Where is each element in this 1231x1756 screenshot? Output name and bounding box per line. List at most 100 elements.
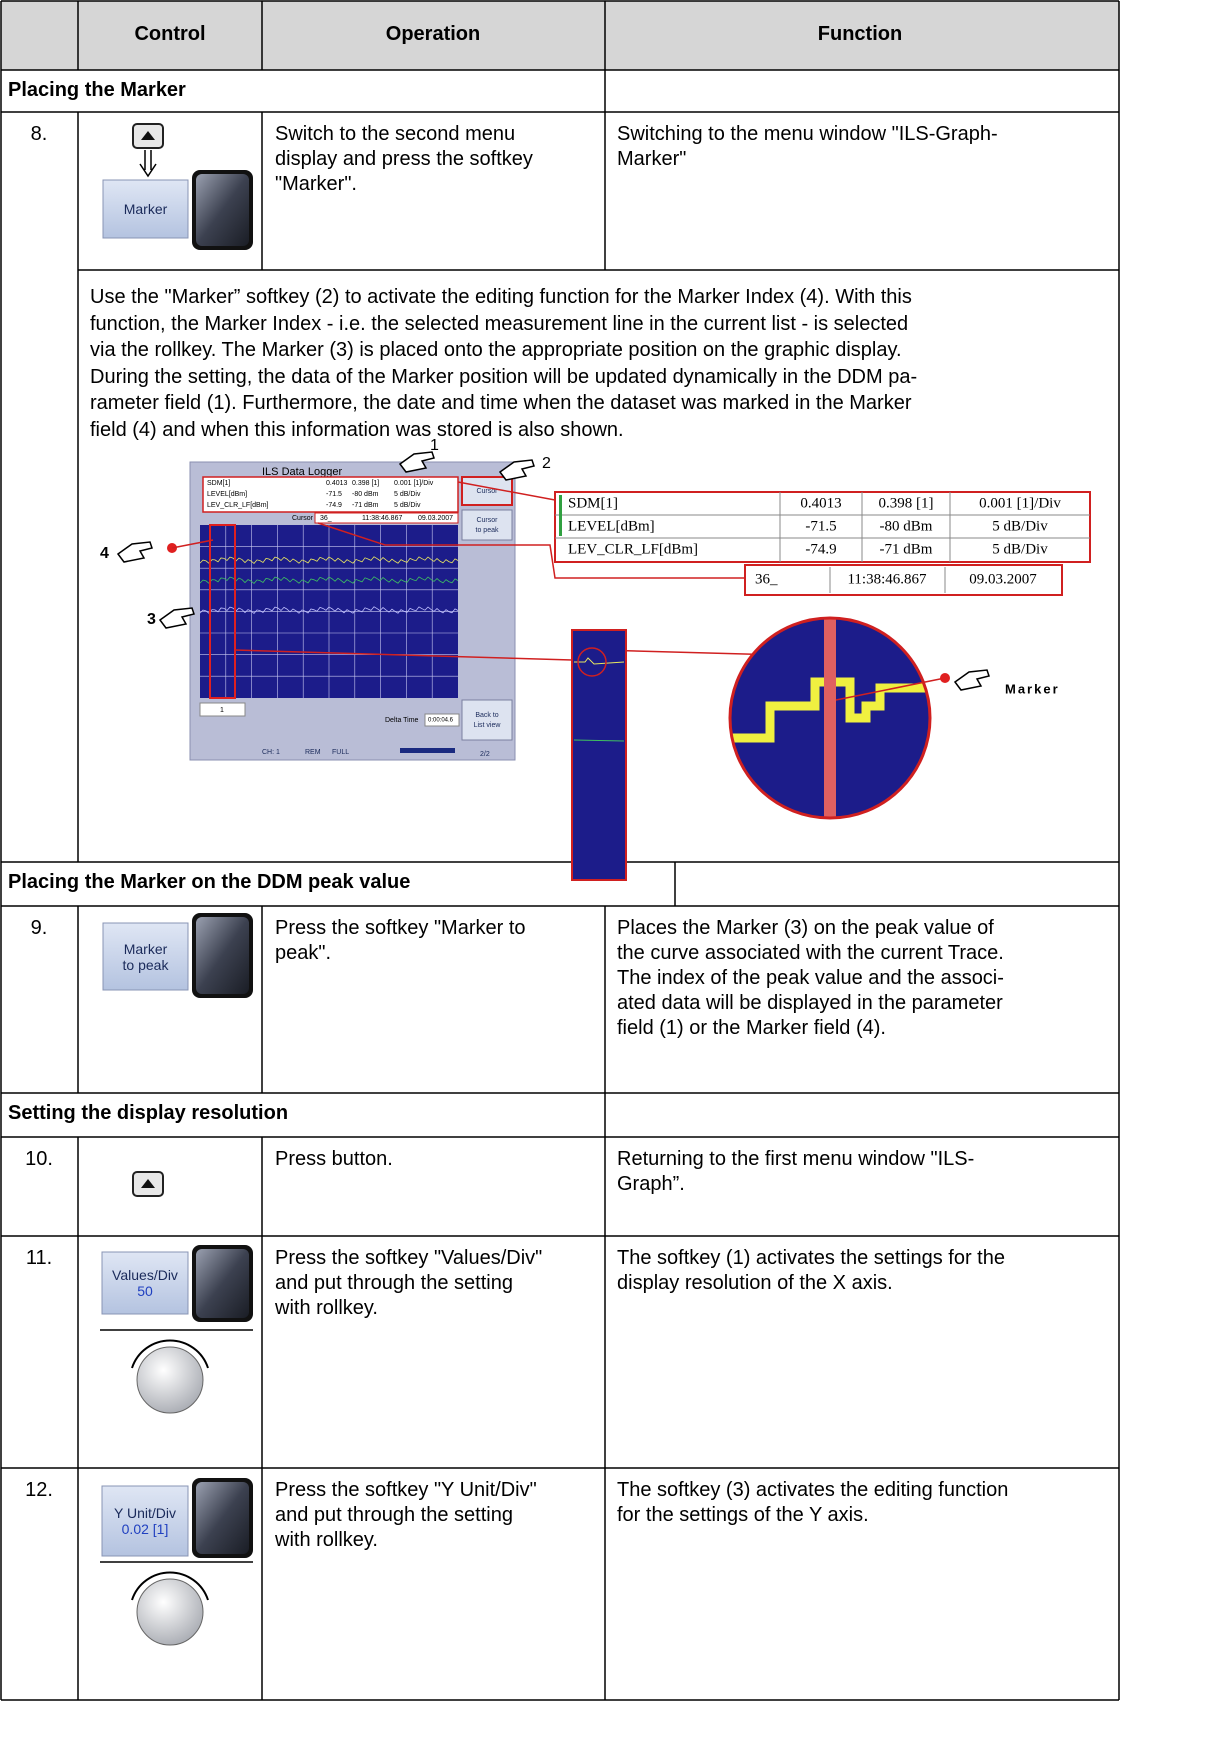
pointing-hand: [953, 669, 990, 691]
operation-text: and put through the setting: [275, 1272, 513, 1294]
marker-pointer: [171, 539, 214, 549]
strip-ring: [577, 647, 607, 677]
page-indicator: 2/2: [480, 751, 490, 758]
zoom-ring: [728, 616, 932, 820]
screen-softkey-label: List view: [474, 722, 502, 729]
param-cell: 5 dB/Div: [394, 502, 421, 509]
section-title: Placing the Marker: [8, 79, 186, 101]
softkey: [101, 1251, 189, 1315]
softkey: [102, 179, 189, 239]
zoom-param-cell: 5 dB/Div: [992, 541, 1048, 557]
column-header: Operation: [385, 23, 481, 45]
param-cell: -71.5: [326, 491, 342, 498]
zoom-param-cell: 0.4013: [800, 495, 841, 511]
zoom-param-cell: SDM[1]: [568, 495, 618, 511]
param-cell: LEVEL[dBm]: [207, 491, 247, 498]
rollkey: [136, 1346, 204, 1414]
description-line: field (4) and when this information was …: [90, 418, 624, 441]
softkey-label: to peak: [122, 956, 169, 973]
cursor-cell: 11:38:46.867: [362, 515, 402, 522]
index-box: [199, 702, 246, 717]
function-text: the curve associated with the current Tr…: [617, 942, 1004, 964]
description-line: via the rollkey. The Marker (3) is place…: [90, 339, 902, 361]
operation-text: Switch to the second menu: [275, 123, 516, 145]
screen-softkey-label: Cursor: [476, 488, 498, 495]
status: CH: 1: [262, 749, 280, 756]
trace-color: [559, 495, 562, 536]
delta-box: [424, 713, 460, 727]
param-cell: -71 dBm: [352, 502, 379, 509]
zoom-cursor-cell: 36_: [755, 571, 778, 587]
param-cell: 0.001 [1]/Div: [394, 480, 434, 487]
function-text: Places the Marker (3) on the peak value …: [617, 917, 994, 939]
status: FULL: [332, 749, 349, 756]
screen-softkey-label: to peak: [476, 527, 499, 534]
softkey-label: Marker: [123, 201, 168, 217]
function-text: The softkey (1) activates the settings f…: [617, 1247, 1005, 1269]
pointing-hand: [158, 607, 195, 629]
pointing-hand: [398, 451, 435, 473]
trace: [199, 556, 459, 564]
screen-softkey-label: Back to: [475, 712, 498, 719]
callout-number: 3: [147, 611, 156, 628]
zoom-param-cell: -71.5: [805, 518, 836, 534]
row-number: 9.: [30, 917, 48, 939]
operation-text: peak".: [275, 942, 332, 964]
param-cell: 5 dB/Div: [394, 491, 421, 498]
function-text: for the settings of the Y axis.: [617, 1504, 869, 1526]
operation-text: display and press the softkey: [275, 148, 533, 170]
callout-number: 1: [430, 437, 439, 454]
description-line: During the setting, the data of the Mark…: [90, 365, 918, 388]
marker-dot: [940, 673, 950, 683]
operation-text: Press the softkey "Y Unit/Div": [275, 1479, 537, 1501]
param-cell: 0.4013: [326, 480, 348, 487]
function-text: Marker": [617, 148, 687, 170]
softkey-label: 0.02 [1]: [121, 1521, 169, 1537]
up-arrow: [141, 1179, 155, 1188]
function-text: Switching to the menu window "ILS-Graph-: [617, 123, 998, 145]
zoom-param-cell: -74.9: [805, 541, 836, 557]
marker-box: [209, 524, 236, 699]
index: 1: [220, 707, 224, 714]
operation-text: with rollkey.: [275, 1529, 378, 1551]
param-cell: SDM[1]: [207, 480, 230, 487]
screen-title: ILS Data Logger: [262, 466, 342, 478]
zoom-content: [730, 618, 930, 818]
operation-text: with rollkey.: [275, 1297, 378, 1319]
callout-label: Marker: [1005, 681, 1060, 696]
pointing-hand: [498, 459, 535, 481]
pointing-hand: [116, 541, 153, 563]
hard-key-face: [196, 917, 249, 994]
cursor-cell: 36_: [320, 515, 332, 522]
header-bg: [1, 1, 1119, 70]
zoom-params: [554, 491, 1091, 563]
softkey: [102, 922, 189, 991]
section-title: Placing the Marker on the DDM peak value: [8, 871, 411, 893]
column-header: Function: [817, 23, 903, 45]
strip-trace: [574, 657, 625, 665]
softkey-label: Y Unit/Div: [114, 1505, 176, 1521]
hard-key-face: [196, 1482, 249, 1554]
zoom-param-cell: 5 dB/Div: [992, 518, 1048, 534]
description-line: function, the Marker Index - i.e. the se…: [90, 312, 909, 335]
zoom-param-cell: LEV_CLR_LF[dBm]: [568, 541, 698, 557]
operation-text: "Marker".: [275, 173, 357, 195]
cursor-label: Cursor: [292, 515, 314, 522]
delta: 0:00:04.6: [428, 718, 454, 724]
zoom-cursor: [744, 564, 1063, 596]
description-line: rameter field (1). Furthermore, the date…: [90, 392, 912, 414]
strip: [571, 629, 627, 881]
callout-number: 2: [542, 455, 551, 472]
connector: [317, 522, 745, 579]
param-cell: -80 dBm: [352, 491, 379, 498]
softkey-label: Marker: [123, 940, 168, 957]
status: REM: [305, 749, 321, 756]
softkey-label: Values/Div: [112, 1267, 178, 1283]
operation-text: Press the softkey "Values/Div": [275, 1247, 543, 1269]
zoom-param-cell: 0.001 [1]/Div: [979, 495, 1061, 511]
zoom-param-cell: 0.398 [1]: [879, 495, 934, 511]
softkey-label: 50: [137, 1283, 153, 1299]
function-text: display resolution of the X axis.: [617, 1272, 893, 1294]
